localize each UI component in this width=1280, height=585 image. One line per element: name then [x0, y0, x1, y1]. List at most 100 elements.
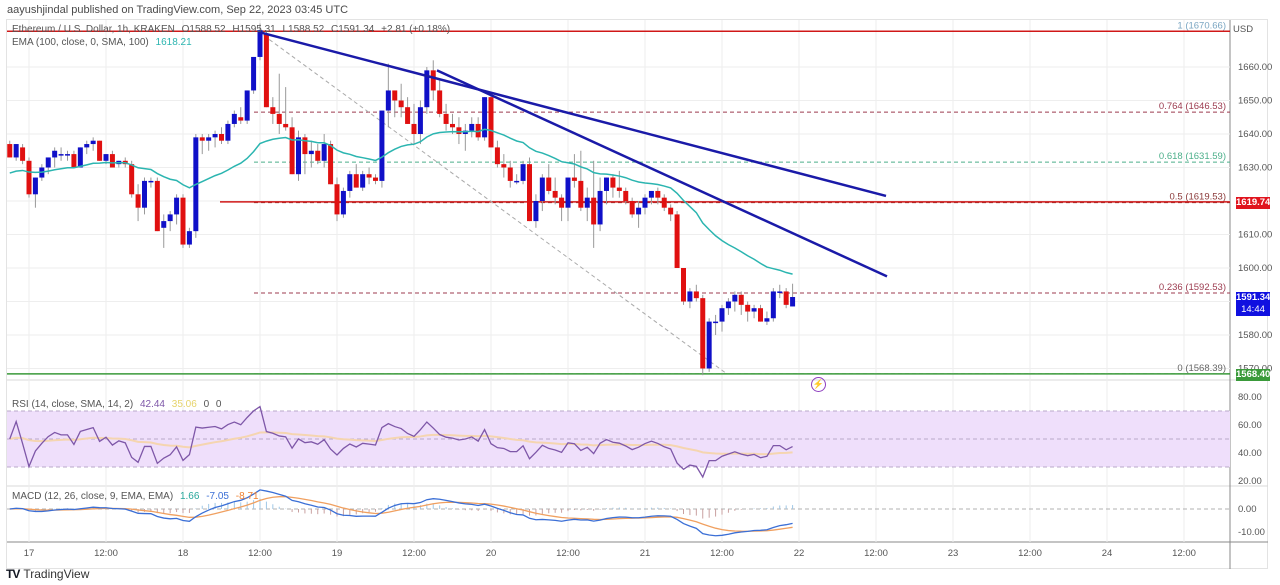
- candle-body: [456, 127, 462, 134]
- time-axis-tick: 20: [486, 548, 497, 559]
- candle-body: [700, 298, 706, 369]
- ohlc-low: L1588.52: [282, 24, 325, 35]
- candle-body: [488, 97, 494, 148]
- candle-body: [514, 180, 520, 183]
- candle-body: [186, 231, 192, 245]
- ohlc-high: H1595.31: [232, 24, 276, 35]
- lightning-icon[interactable]: ⚡: [811, 377, 826, 392]
- candle-body: [706, 321, 712, 369]
- price-axis-tick: 1580.00: [1238, 330, 1272, 341]
- candle-body: [212, 134, 218, 138]
- candle-body: [26, 160, 32, 195]
- candle-body: [437, 90, 443, 114]
- candle-body: [154, 180, 160, 232]
- candle-body: [552, 190, 558, 198]
- candle-body: [328, 144, 334, 185]
- ema-value: 1618.21: [155, 37, 192, 48]
- fib-level-label: 0.5 (1619.53): [1169, 192, 1226, 203]
- macd-value: -7.05: [206, 491, 229, 502]
- fib-diagonal: [257, 30, 728, 375]
- symbol-name: Ethereum / U.S. Dollar, 1h, KRAKEN: [12, 24, 175, 35]
- candle-body: [648, 190, 654, 198]
- candle-body: [482, 97, 488, 138]
- footer-brand: TradingView: [23, 567, 90, 581]
- time-axis-tick: 21: [640, 548, 651, 559]
- fib-level-label: 1 (1670.66): [1177, 20, 1226, 31]
- candle-body: [276, 113, 282, 124]
- time-axis-tick: 18: [178, 548, 189, 559]
- candle-body: [546, 177, 552, 191]
- fib-level-label: 0 (1568.39): [1177, 363, 1226, 374]
- price-axis-tick: 1600.00: [1238, 263, 1272, 274]
- fib-level-label: 0.618 (1631.59): [1159, 151, 1226, 162]
- time-axis-tick: 12:00: [1172, 548, 1196, 559]
- candle-body: [655, 190, 661, 198]
- candle-body: [296, 137, 301, 175]
- candle-body: [430, 70, 436, 91]
- trendline-lower: [436, 69, 888, 278]
- macd-axis-tick: -10.00: [1238, 527, 1265, 538]
- currency-label: USD: [1233, 24, 1254, 35]
- footer: TV TradingView: [6, 567, 89, 581]
- rsi-sma-value: 35.06: [171, 399, 197, 410]
- candle-body: [45, 157, 51, 168]
- rsi-axis-tick: 40.00: [1238, 448, 1262, 459]
- ema-legend[interactable]: EMA (100, close, 0, SMA, 100) 1618.21: [12, 37, 196, 48]
- resistance-price-tag: 1619.74: [1236, 197, 1271, 209]
- current-price-tag: 1591.34 14:44: [1236, 292, 1270, 316]
- candle-body: [219, 134, 224, 141]
- symbol-legend: Ethereum / U.S. Dollar, 1h, KRAKEN O1588…: [12, 24, 454, 35]
- candle-body: [501, 164, 507, 168]
- candle-body: [148, 180, 154, 183]
- candle-body: [443, 113, 449, 124]
- candle-body: [732, 294, 738, 302]
- candle-body: [520, 164, 526, 181]
- candle-body: [353, 174, 359, 188]
- time-axis-tick: 12:00: [556, 548, 580, 559]
- candle-body: [58, 154, 64, 156]
- ohlc-open: O1588.52: [181, 24, 226, 35]
- time-axis-tick: 12:00: [864, 548, 888, 559]
- candle-body: [84, 144, 90, 148]
- candle-body: [591, 197, 597, 225]
- candle-body: [475, 123, 481, 138]
- candle-body: [777, 291, 783, 293]
- candle-body: [693, 291, 699, 299]
- candle-body: [263, 33, 269, 108]
- ohlc-change: +2.81 (+0.18%): [381, 24, 451, 35]
- candle-body: [681, 268, 686, 302]
- candle-body: [725, 301, 731, 309]
- candle-body: [13, 144, 19, 158]
- candle-body: [103, 154, 109, 161]
- time-axis-tick: 12:00: [94, 548, 118, 559]
- candle-body: [385, 90, 391, 111]
- candle-body: [405, 107, 411, 124]
- candle-body: [90, 140, 96, 145]
- support-price-tag: 1568.40: [1236, 369, 1271, 381]
- candle-body: [764, 318, 770, 322]
- rsi-axis-tick: 20.00: [1238, 476, 1262, 487]
- rsi-axis-tick: 80.00: [1238, 392, 1262, 403]
- macd-signal-value: -8.71: [235, 491, 259, 502]
- rsi-axis-tick: 60.00: [1238, 420, 1262, 431]
- candle-body: [411, 123, 417, 134]
- candle-body: [450, 123, 455, 128]
- time-axis-tick: 23: [948, 548, 959, 559]
- candle-body: [629, 201, 635, 215]
- candle-body: [751, 308, 757, 312]
- macd-hist-value: 1.66: [179, 491, 200, 502]
- candle-body: [616, 187, 622, 191]
- candle-body: [539, 177, 545, 201]
- candle-body: [20, 147, 26, 161]
- candle-body: [302, 137, 308, 155]
- candle-body: [417, 107, 423, 134]
- rsi-legend[interactable]: RSI (14, close, SMA, 14, 2) 42.44 35.06 …: [12, 399, 225, 410]
- macd-legend[interactable]: MACD (12, 26, close, 9, EMA, EMA) 1.66 -…: [12, 491, 263, 502]
- macd-signal-line: [9, 495, 793, 532]
- candle-body: [533, 201, 539, 222]
- candle-body: [360, 174, 366, 188]
- candle-body: [129, 164, 135, 195]
- candle-body: [135, 194, 141, 208]
- candle-body: [559, 197, 565, 208]
